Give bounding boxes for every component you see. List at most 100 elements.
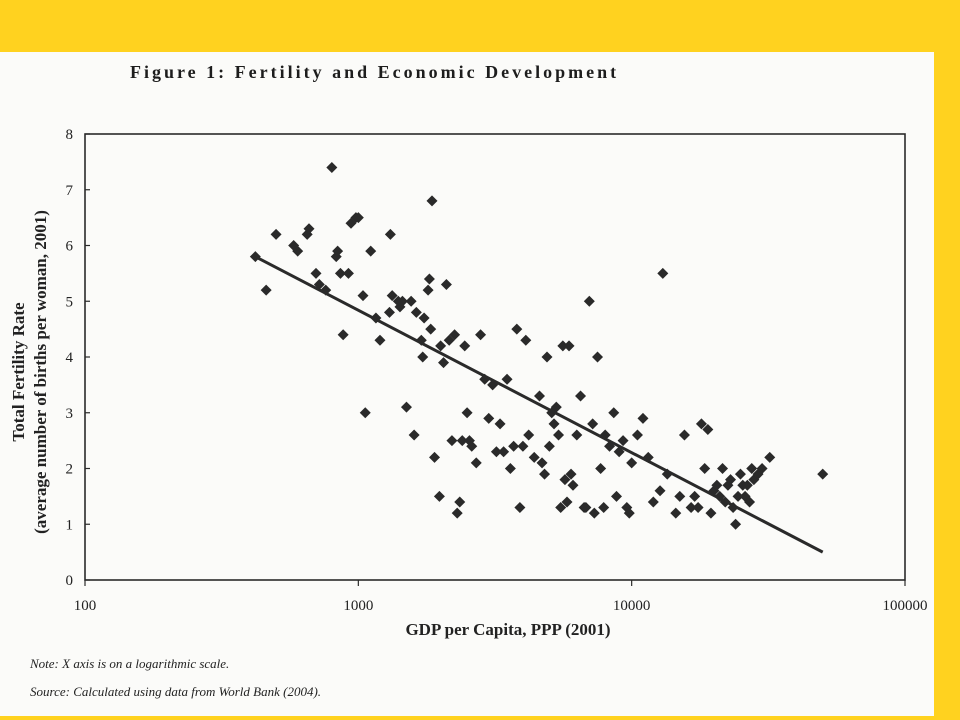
y-tick-label: 0 bbox=[66, 573, 74, 589]
data-point bbox=[337, 329, 349, 341]
x-tick-label: 10000 bbox=[613, 598, 651, 614]
y-tick-label: 7 bbox=[66, 183, 74, 199]
y-tick-label: 4 bbox=[66, 350, 74, 366]
data-point bbox=[514, 502, 526, 514]
data-point bbox=[553, 429, 565, 441]
data-point bbox=[717, 463, 729, 474]
data-point bbox=[494, 418, 506, 430]
data-point bbox=[461, 407, 473, 419]
data-point bbox=[446, 435, 458, 447]
data-point bbox=[563, 340, 575, 352]
data-point bbox=[429, 451, 441, 463]
data-point bbox=[567, 479, 579, 491]
data-point bbox=[359, 407, 371, 419]
x-tick-label: 100000 bbox=[883, 598, 928, 614]
data-point bbox=[744, 496, 756, 508]
data-point bbox=[657, 267, 669, 279]
data-point bbox=[449, 329, 461, 341]
data-point bbox=[490, 446, 502, 458]
data-point bbox=[631, 429, 643, 441]
data-point bbox=[384, 228, 396, 240]
data-point bbox=[459, 340, 471, 352]
data-point bbox=[456, 435, 468, 447]
data-point bbox=[689, 490, 701, 502]
data-point bbox=[732, 490, 744, 502]
data-points bbox=[249, 161, 829, 530]
data-point bbox=[508, 440, 520, 452]
data-point bbox=[580, 502, 592, 514]
data-point bbox=[548, 418, 560, 430]
data-point bbox=[433, 490, 445, 502]
data-point bbox=[520, 334, 532, 346]
figure-page: Figure 1: Fertility and Economic Develop… bbox=[0, 52, 934, 716]
data-point bbox=[483, 412, 495, 424]
data-point bbox=[260, 284, 272, 296]
data-point bbox=[637, 412, 649, 424]
data-point bbox=[528, 451, 540, 463]
data-point bbox=[817, 468, 829, 480]
data-point bbox=[326, 161, 338, 173]
y-tick-label: 6 bbox=[66, 239, 74, 255]
data-point bbox=[405, 295, 417, 307]
trend-line bbox=[254, 255, 824, 554]
data-point bbox=[674, 490, 686, 502]
data-point bbox=[555, 502, 567, 514]
x-axis-title: GDP per Capita, PPP (2001) bbox=[405, 620, 610, 639]
trend-line-layer bbox=[254, 255, 824, 554]
data-point bbox=[410, 306, 422, 318]
scatter-chart: 0 1 2 3 4 5 6 7 8 100 1000 10000 100000 GDP per Capi… bbox=[9, 127, 928, 639]
data-point bbox=[654, 485, 666, 497]
data-point bbox=[466, 440, 478, 452]
data-point bbox=[383, 306, 395, 318]
data-point bbox=[647, 496, 659, 508]
data-point bbox=[550, 401, 562, 413]
figure-title: Figure 1: Fertility and Economic Develop… bbox=[130, 62, 620, 82]
data-point bbox=[705, 507, 717, 519]
data-point bbox=[617, 435, 629, 447]
data-point bbox=[454, 496, 466, 508]
data-point bbox=[741, 479, 753, 491]
data-point bbox=[270, 228, 282, 240]
data-point bbox=[561, 496, 573, 508]
data-point bbox=[592, 351, 604, 363]
data-point bbox=[498, 446, 510, 458]
data-point bbox=[417, 351, 429, 363]
data-point bbox=[626, 457, 638, 469]
data-point bbox=[559, 474, 571, 486]
data-point bbox=[440, 279, 452, 291]
y-tick-label: 2 bbox=[66, 462, 74, 478]
data-point bbox=[595, 463, 607, 474]
data-point bbox=[511, 323, 523, 335]
data-point bbox=[571, 429, 583, 441]
x-tick-label: 1000 bbox=[343, 598, 373, 614]
data-point bbox=[543, 440, 555, 452]
data-point bbox=[623, 507, 635, 519]
data-point bbox=[400, 401, 412, 413]
data-point bbox=[583, 295, 595, 307]
data-point bbox=[587, 418, 599, 430]
data-point bbox=[332, 245, 344, 257]
data-point bbox=[470, 457, 482, 469]
data-point bbox=[418, 312, 430, 324]
y-axis-title: Total Fertility Rate (average number of … bbox=[9, 210, 50, 534]
y-axis-title-line-2: (average number of births per woman, 200… bbox=[31, 210, 50, 534]
data-point bbox=[451, 507, 463, 519]
data-point bbox=[756, 463, 768, 474]
data-point bbox=[685, 502, 697, 514]
data-point bbox=[734, 468, 746, 480]
data-point bbox=[249, 251, 261, 263]
data-point bbox=[533, 390, 545, 402]
data-point bbox=[292, 245, 304, 257]
data-point bbox=[557, 340, 569, 352]
source-note: Source: Calculated using data from World… bbox=[30, 684, 322, 699]
data-point bbox=[621, 502, 633, 514]
data-point bbox=[746, 463, 758, 474]
y-tick-label: 1 bbox=[66, 517, 74, 533]
data-point bbox=[565, 468, 577, 480]
data-point bbox=[725, 474, 737, 486]
data-point bbox=[365, 245, 377, 257]
data-point bbox=[352, 212, 364, 224]
data-point bbox=[608, 407, 620, 419]
y-tick-label: 8 bbox=[66, 127, 74, 143]
data-point bbox=[536, 457, 548, 469]
